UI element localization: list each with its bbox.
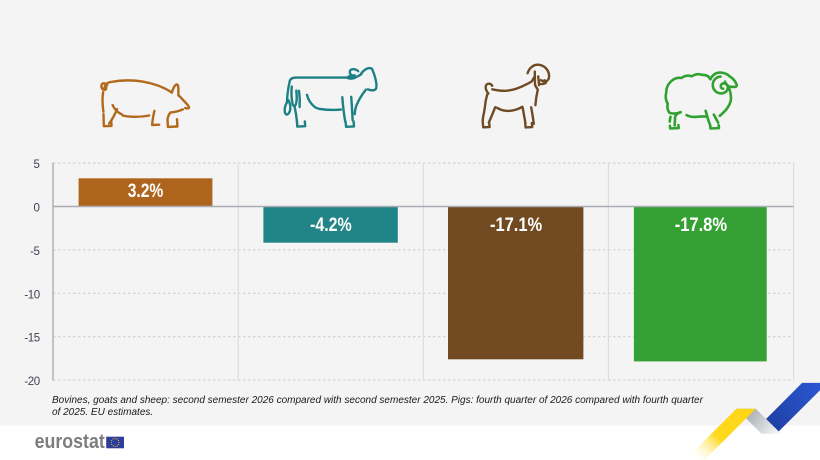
svg-text:3.2%: 3.2% <box>128 181 164 202</box>
svg-text:-17.1%: -17.1% <box>490 215 542 236</box>
svg-text:-10: -10 <box>24 289 39 301</box>
svg-text:-17.8%: -17.8% <box>675 215 727 236</box>
svg-text:of 2025. EU estimates.: of 2025. EU estimates. <box>52 407 153 418</box>
svg-text:Bovines, goats and sheep: seco: Bovines, goats and sheep: second semeste… <box>52 395 704 406</box>
svg-text:eurostat: eurostat <box>35 430 105 453</box>
svg-text:-4.2%: -4.2% <box>310 215 352 236</box>
svg-text:5: 5 <box>34 159 40 171</box>
svg-text:0: 0 <box>34 203 40 215</box>
svg-text:-15: -15 <box>24 333 39 345</box>
svg-text:-5: -5 <box>30 246 39 258</box>
svg-text:-20: -20 <box>24 376 39 388</box>
